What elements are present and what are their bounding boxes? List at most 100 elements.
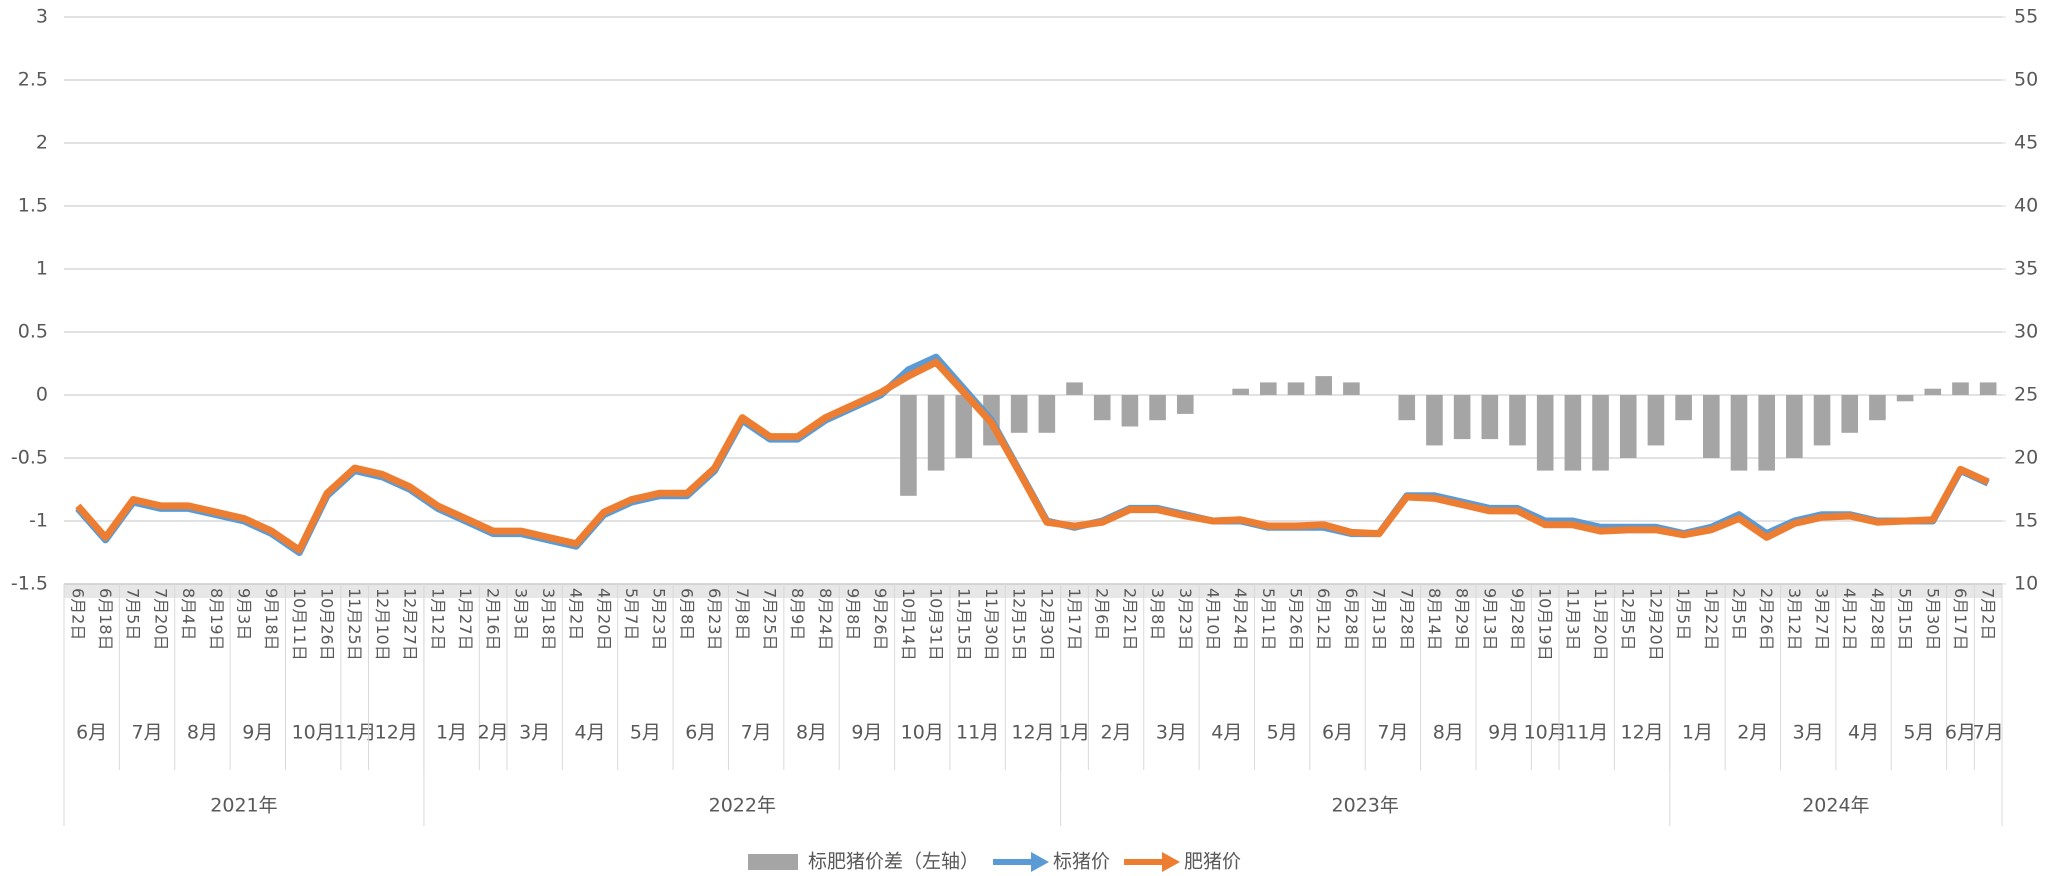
line	[75, 353, 1990, 556]
x-tick-label: 9月13日	[1480, 588, 1499, 651]
bar	[1564, 395, 1582, 471]
bar	[1066, 382, 1083, 395]
x-tick-label: 7月8日	[733, 588, 752, 640]
legend-label: 标肥猪价差（左轴）	[808, 851, 979, 873]
x-tick-label: 1月17日	[1065, 588, 1084, 651]
month-label: 12月	[375, 722, 418, 744]
month-label: 9月	[851, 722, 882, 744]
x-tick-label: 7月28日	[1397, 588, 1416, 651]
y2-tick-label: 55	[2014, 6, 2038, 28]
bar	[1121, 395, 1139, 427]
x-tick-label: 10月14日	[899, 588, 918, 661]
month-label: 8月	[187, 722, 218, 744]
x-tick-label: 4月28日	[1868, 588, 1887, 651]
month-label: 6月	[76, 722, 107, 744]
x-tick-label: 11月30日	[982, 588, 1001, 661]
year-label: 2024年	[1802, 795, 1869, 817]
y2-tick-label: 35	[2014, 258, 2038, 280]
bar	[1038, 395, 1056, 433]
month-label: 8月	[796, 722, 827, 744]
bar	[1813, 395, 1831, 446]
month-label: 1月	[1682, 722, 1713, 744]
y-tick-label: -1	[29, 510, 48, 532]
month-label: 5月	[1267, 722, 1298, 744]
x-tick-label: 2月26日	[1757, 588, 1776, 651]
y2-tick-label: 30	[2014, 321, 2038, 343]
month-label: 11月	[333, 722, 376, 744]
month-label: 7月	[1377, 722, 1408, 744]
month-label: 10月	[901, 722, 944, 744]
bar	[1315, 376, 1333, 395]
y-tick-label: 2.5	[18, 69, 48, 91]
x-tick-label: 1月27日	[456, 588, 475, 651]
x-tick-label: 8月9日	[788, 588, 807, 640]
bar	[1924, 388, 1942, 395]
x-tick-label: 9月26日	[871, 588, 890, 651]
y2-tick-label: 10	[2014, 573, 2038, 595]
x-tick-label: 6月12日	[1314, 588, 1333, 651]
month-label: 4月	[1211, 722, 1242, 744]
month-label: 11月	[956, 722, 999, 744]
month-label: 12月	[1620, 722, 1663, 744]
month-label: 1月	[436, 722, 467, 744]
x-tick-label: 10月19日	[1536, 588, 1555, 661]
bar	[1952, 382, 1969, 395]
month-label: 11月	[1565, 722, 1608, 744]
x-tick-label: 4月24日	[1231, 588, 1250, 651]
line	[75, 358, 1990, 554]
bar	[1149, 395, 1166, 421]
x-tick-label: 5月11日	[1259, 588, 1278, 651]
y-tick-label: 1	[36, 258, 48, 280]
month-label: 3月	[1156, 722, 1187, 744]
x-tick-label: 8月14日	[1425, 588, 1444, 651]
x-tick-label: 1月5日	[1674, 588, 1693, 640]
y-tick-label: 0	[36, 384, 48, 406]
month-label: 6月	[1945, 722, 1976, 744]
month-label: 9月	[1488, 722, 1519, 744]
x-tick-label: 4月12日	[1840, 588, 1859, 651]
month-label: 7月	[741, 722, 772, 744]
y2-tick-label: 50	[2014, 69, 2038, 91]
month-label: 3月	[519, 722, 550, 744]
y-tick-label: -0.5	[11, 447, 48, 469]
bar	[1896, 395, 1914, 402]
bar	[1010, 395, 1028, 433]
bar	[1675, 395, 1692, 421]
bar	[1647, 395, 1665, 446]
month-label: 1月	[1059, 722, 1090, 744]
x-tick-label: 12月30日	[1037, 588, 1056, 661]
x-tick-label: 8月19日	[207, 588, 226, 651]
x-tick-label: 6月8日	[677, 588, 696, 640]
y-tick-label: 2	[36, 132, 48, 154]
x-tick-label: 12月20日	[1646, 588, 1665, 661]
x-tick-label: 7月25日	[760, 588, 779, 651]
x-tick-label: 12月15日	[1010, 588, 1029, 661]
bar	[1841, 395, 1859, 433]
x-tick-label: 6月18日	[96, 588, 115, 651]
month-label: 6月	[685, 722, 716, 744]
x-tick-label: 10月11日	[290, 588, 309, 661]
bar	[1536, 395, 1554, 471]
x-tick-label: 4月10日	[1203, 588, 1222, 651]
x-tick-label: 3月27日	[1813, 588, 1832, 651]
bar	[1398, 395, 1416, 421]
x-tick-label: 6月17日	[1951, 588, 1970, 651]
x-tick-label: 4月2日	[567, 588, 586, 640]
x-tick-label: 9月18日	[262, 588, 281, 651]
y2-tick-label: 25	[2014, 384, 2038, 406]
year-label: 2023年	[1332, 795, 1399, 817]
x-tick-label: 10月26日	[318, 588, 337, 661]
bar	[927, 395, 945, 471]
bar	[1869, 395, 1886, 421]
month-label: 2月	[1101, 722, 1132, 744]
x-tick-label: 6月2日	[68, 588, 87, 640]
bar	[1093, 395, 1111, 421]
x-tick-label: 12月5日	[1619, 588, 1638, 651]
x-tick-label: 10月31日	[927, 588, 946, 661]
y2-tick-label: 45	[2014, 132, 2038, 154]
x-tick-label: 2月21日	[1120, 588, 1139, 651]
bar	[1619, 395, 1637, 458]
legend-swatch	[993, 852, 1050, 872]
x-tick-label: 5月26日	[1287, 588, 1306, 651]
